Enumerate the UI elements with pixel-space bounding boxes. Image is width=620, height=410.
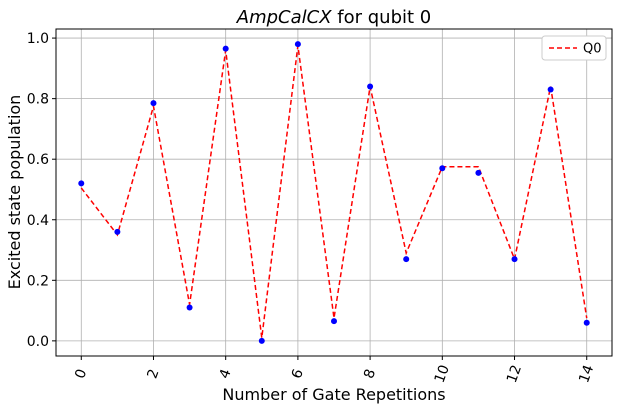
data-point bbox=[547, 86, 554, 93]
data-point bbox=[475, 169, 482, 176]
y-tick-label: 0.6 bbox=[27, 152, 49, 168]
data-point bbox=[258, 337, 265, 344]
data-point bbox=[78, 180, 85, 187]
chart-title-rest: for qubit 0 bbox=[332, 7, 432, 28]
y-axis-ticks: 0.0 0.2 0.4 0.6 0.8 1.0 bbox=[27, 31, 56, 350]
fit-line-path bbox=[80, 45, 588, 338]
data-point bbox=[403, 256, 410, 263]
data-points bbox=[78, 41, 590, 344]
grid bbox=[56, 29, 612, 356]
data-point bbox=[511, 256, 518, 263]
y-tick-label: 0.4 bbox=[27, 213, 49, 229]
legend: Q0 bbox=[541, 35, 607, 61]
x-axis-ticks: 0 2 4 6 8 10 12 14 bbox=[72, 356, 597, 385]
y-tick-label: 0.0 bbox=[27, 334, 49, 350]
data-point bbox=[294, 41, 301, 48]
y-tick-label: 0.2 bbox=[27, 273, 49, 289]
x-tick-label: 8 bbox=[361, 367, 379, 381]
x-tick-label: 4 bbox=[217, 367, 235, 381]
x-tick-label: 10 bbox=[432, 363, 453, 385]
plot-area-frame bbox=[55, 28, 613, 357]
legend-label-q0: Q0 bbox=[583, 42, 602, 57]
y-axis-label: Excited state population bbox=[5, 95, 24, 290]
chart-title-math: AmpCalCX bbox=[236, 7, 332, 28]
y-tick-label: 1.0 bbox=[27, 31, 49, 47]
x-axis-label: Number of Gate Repetitions bbox=[222, 385, 445, 404]
data-point bbox=[222, 45, 229, 52]
x-tick-label: 12 bbox=[504, 363, 525, 385]
x-tick-label: 0 bbox=[72, 367, 90, 381]
x-tick-label: 14 bbox=[576, 363, 597, 385]
data-point bbox=[186, 304, 193, 311]
data-point bbox=[150, 100, 157, 107]
data-point bbox=[114, 228, 121, 235]
fit-line bbox=[80, 45, 588, 338]
data-point bbox=[583, 319, 590, 326]
x-tick-label: 6 bbox=[289, 367, 307, 381]
data-point bbox=[367, 83, 374, 90]
y-tick-label: 0.8 bbox=[27, 92, 49, 108]
chart-title: AmpCalCX for qubit 0 bbox=[236, 7, 431, 28]
data-point bbox=[439, 165, 446, 172]
data-point bbox=[331, 318, 337, 325]
x-tick-label: 2 bbox=[144, 367, 162, 381]
